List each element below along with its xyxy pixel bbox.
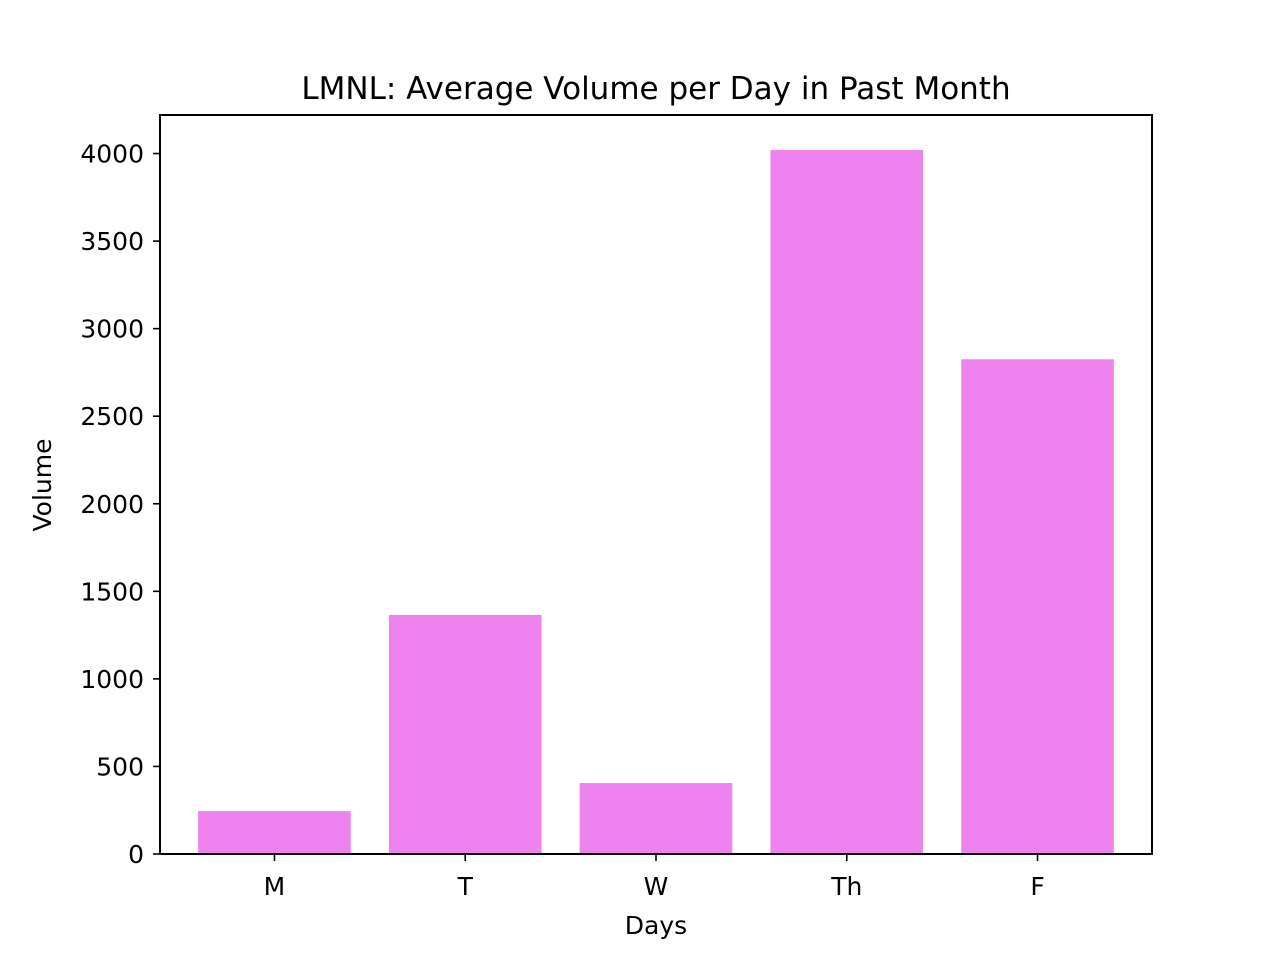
bar-w (579, 783, 733, 854)
chart-title: LMNL: Average Volume per Day in Past Mon… (301, 71, 1010, 107)
y-axis-label: Volume (28, 439, 57, 532)
y-tick-label: 4000 (80, 140, 144, 169)
y-tick-label: 0 (128, 840, 144, 869)
y-tick-label: 500 (96, 752, 144, 781)
y-tick-label: 2500 (80, 402, 144, 431)
x-tick-label: W (644, 872, 669, 901)
x-axis-label: Days (625, 911, 687, 940)
y-tick-label: 3000 (80, 315, 144, 344)
y-tick-label: 1500 (80, 577, 144, 606)
y-tick-label: 2000 (80, 490, 144, 519)
x-tick-label: Th (830, 872, 862, 901)
x-axis: M T W Th F (264, 854, 1045, 901)
bar-th (770, 150, 924, 854)
y-tick-label: 3500 (80, 227, 144, 256)
bars-group (198, 150, 1114, 854)
plot-frame (159, 114, 1153, 855)
bar-f (961, 359, 1114, 854)
y-axis: 0 500 1000 1500 2000 2500 3000 3500 4000 (80, 140, 160, 869)
x-tick-label: M (264, 872, 286, 901)
bar-m (198, 811, 351, 854)
y-tick-label: 1000 (80, 665, 144, 694)
x-tick-label: T (457, 872, 474, 901)
bar-t (388, 614, 542, 854)
x-tick-label: F (1030, 872, 1044, 901)
